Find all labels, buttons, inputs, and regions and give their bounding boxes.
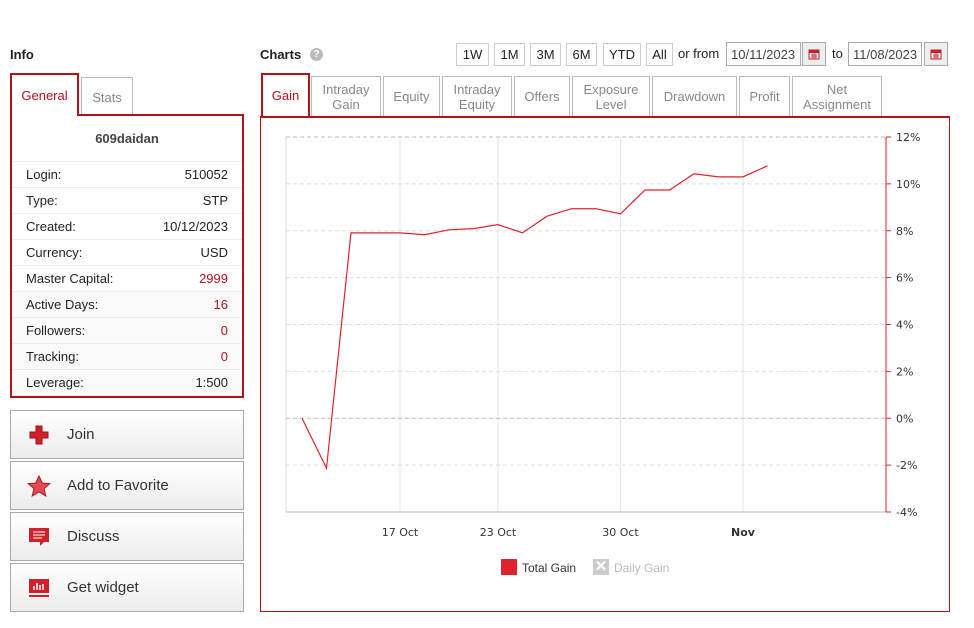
legend-daily-gain[interactable]: Daily Gain xyxy=(614,561,670,575)
info-row: Followers: 0 xyxy=(12,318,242,344)
info-value: 2999 xyxy=(199,271,228,286)
button-label: Discuss xyxy=(67,528,120,545)
info-label: Active Days: xyxy=(26,297,99,312)
total-gain-line xyxy=(301,165,768,471)
calendar-icon[interactable] xyxy=(924,42,948,66)
join-button[interactable]: Join xyxy=(10,410,244,459)
info-label: Tracking: xyxy=(26,349,79,364)
tab-offers[interactable]: Offers xyxy=(514,76,570,116)
info-label: Leverage: xyxy=(26,375,84,390)
tab-exposure-level[interactable]: Exposure Level xyxy=(572,76,650,116)
charts-heading: Charts xyxy=(260,47,302,62)
to-label: to xyxy=(832,46,843,61)
x-tick-label: 17 Oct xyxy=(382,526,419,539)
info-row: Login: 510052 xyxy=(12,162,242,188)
info-value: 510052 xyxy=(184,167,228,182)
y-tick-label: 2% xyxy=(896,365,913,378)
info-row: Type: STP xyxy=(12,188,242,214)
info-value: USD xyxy=(200,245,228,260)
info-panel: 609daidan Login: 510052 Type: STP Created: 10… xyxy=(10,116,244,398)
get-widget-button[interactable]: Get widget xyxy=(10,563,244,612)
legend-total-gain[interactable]: Total Gain xyxy=(522,561,577,575)
info-row: Currency: USD xyxy=(12,240,242,266)
info-value: 10/12/2023 xyxy=(162,219,228,234)
range-ytd-button[interactable]: YTD xyxy=(603,43,641,66)
y-tick-label: -4% xyxy=(896,506,917,519)
info-label: Login: xyxy=(26,167,62,182)
widget-chart-icon xyxy=(11,578,67,598)
range-1w-button[interactable]: 1W xyxy=(456,43,489,66)
from-date-input[interactable]: 10/11/2023 xyxy=(726,42,801,66)
info-row: Tracking: 0 xyxy=(12,344,242,370)
info-heading: Info xyxy=(10,47,34,62)
info-value: 1:500 xyxy=(195,375,228,390)
info-label: Currency: xyxy=(26,245,83,260)
info-row: Created: 10/12/2023 xyxy=(12,214,242,240)
x-tick-label: 30 Oct xyxy=(602,526,639,539)
tab-equity[interactable]: Equity xyxy=(383,76,440,116)
info-label: Created: xyxy=(26,219,76,234)
range-6m-button[interactable]: 6M xyxy=(566,43,597,66)
x-tick-label: 23 Oct xyxy=(480,526,517,539)
y-tick-label: 0% xyxy=(896,412,913,425)
info-value: 0 xyxy=(220,323,228,338)
calendar-icon[interactable] xyxy=(802,42,826,66)
y-tick-label: 8% xyxy=(896,225,913,238)
info-label: Followers: xyxy=(26,323,86,338)
range-1m-button[interactable]: 1M xyxy=(494,43,525,66)
info-row: Master Capital: 2999 xyxy=(12,266,242,292)
y-tick-label: -2% xyxy=(896,459,917,472)
x-tick-label: Nov xyxy=(731,526,756,539)
y-tick-label: 6% xyxy=(896,272,913,285)
discuss-button[interactable]: Discuss xyxy=(10,512,244,561)
legend-daily-gain-hidden-icon[interactable]: ✕ xyxy=(593,558,609,575)
info-value: 16 xyxy=(213,297,228,312)
account-name: 609daidan xyxy=(12,116,242,162)
button-label: Get widget xyxy=(67,579,139,596)
chart-panel xyxy=(260,116,950,612)
comment-icon xyxy=(11,527,67,547)
tab-profit[interactable]: Profit xyxy=(739,76,790,116)
or-from-label: or from xyxy=(678,46,720,61)
info-label: Master Capital: xyxy=(26,271,114,286)
tab-intraday-gain[interactable]: Intraday Gain xyxy=(311,76,381,116)
info-value: STP xyxy=(202,193,228,208)
button-label: Join xyxy=(67,426,95,443)
info-row: Active Days: 16 xyxy=(12,292,242,318)
help-icon[interactable]: ? xyxy=(310,48,323,61)
y-tick-label: 4% xyxy=(896,319,913,332)
info-label: Type: xyxy=(26,193,58,208)
range-3m-button[interactable]: 3M xyxy=(530,43,561,66)
y-tick-label: 12% xyxy=(896,131,920,144)
tab-drawdown[interactable]: Drawdown xyxy=(652,76,737,116)
tab-general[interactable]: General xyxy=(10,73,79,116)
button-label: Add to Favorite xyxy=(67,477,169,494)
plus-icon xyxy=(11,425,67,445)
legend-total-gain-swatch[interactable] xyxy=(501,559,517,575)
info-value: 0 xyxy=(220,349,228,364)
tab-stats[interactable]: Stats xyxy=(81,77,133,116)
tab-intraday-equity[interactable]: Intraday Equity xyxy=(442,76,512,116)
range-all-button[interactable]: All xyxy=(646,43,673,66)
add-to-favorite-button[interactable]: Add to Favorite xyxy=(10,461,244,510)
y-tick-label: 10% xyxy=(896,178,920,191)
tab-gain[interactable]: Gain xyxy=(261,73,310,116)
to-date-input[interactable]: 11/08/2023 xyxy=(848,42,922,66)
info-row: Leverage: 1:500 xyxy=(12,370,242,396)
tab-net-assignment[interactable]: Net Assignment xyxy=(792,76,882,116)
star-icon xyxy=(11,474,67,497)
